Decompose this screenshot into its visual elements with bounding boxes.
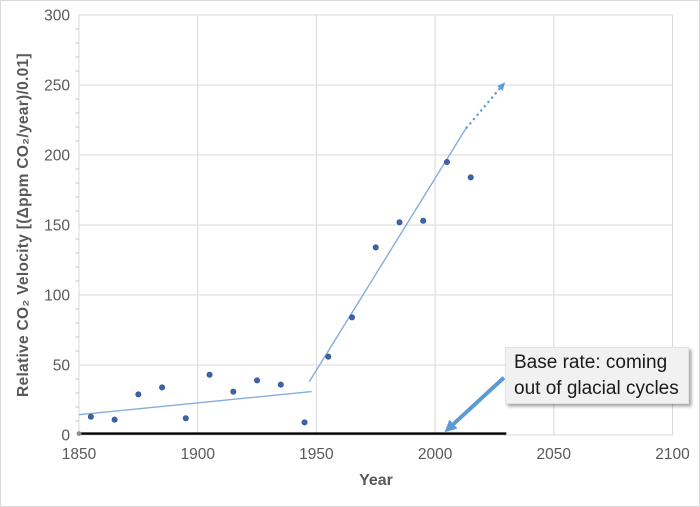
annotation-text-line2: out of glacial cycles	[514, 378, 679, 399]
trend-1950-2013-line	[308, 128, 467, 383]
data-point	[467, 174, 474, 181]
data-point	[206, 371, 213, 378]
annotation-callout: Base rate: coming out of glacial cycles	[505, 347, 689, 404]
x-tick-label: 1850	[62, 446, 97, 463]
data-point	[396, 219, 403, 226]
x-axis-title: Year	[359, 472, 393, 489]
data-point	[135, 391, 142, 398]
callout-arrow-shaft	[452, 376, 506, 426]
data-point	[277, 381, 284, 388]
x-tick-label: 2100	[655, 446, 690, 463]
callout-arrow-head	[444, 419, 458, 433]
baseline-start-marker	[76, 431, 82, 436]
y-tick-label: 200	[44, 148, 70, 165]
data-point	[420, 217, 427, 224]
trend-projection-dotted-head	[497, 82, 506, 91]
y-tick-label: 0	[61, 428, 70, 445]
data-point	[443, 159, 450, 166]
data-point	[87, 413, 94, 420]
x-tick-label: 1900	[180, 446, 215, 463]
data-point	[301, 419, 308, 426]
y-axis-title: Relative CO₂ Velocity [(Δppm CO₂/year)/0…	[15, 53, 32, 397]
y-tick-label: 50	[53, 358, 71, 375]
data-point	[254, 377, 261, 384]
x-tick-label: 1950	[299, 446, 334, 463]
data-point	[230, 388, 237, 395]
annotation-text-line1: Base rate: coming	[514, 352, 668, 373]
plot-border	[78, 14, 673, 436]
data-point	[325, 353, 332, 360]
data-point	[349, 314, 356, 321]
data-point	[372, 244, 379, 251]
y-tick-label: 300	[44, 8, 70, 25]
data-point	[182, 415, 189, 422]
trend-1850-1950-line	[78, 390, 312, 416]
y-tick-label: 100	[44, 288, 70, 305]
x-tick-label: 2000	[418, 446, 453, 463]
y-tick-label: 250	[44, 78, 70, 95]
data-point	[159, 384, 166, 391]
y-tick-label: 150	[44, 218, 70, 235]
x-tick-label: 2050	[537, 446, 572, 463]
data-point	[111, 416, 118, 423]
